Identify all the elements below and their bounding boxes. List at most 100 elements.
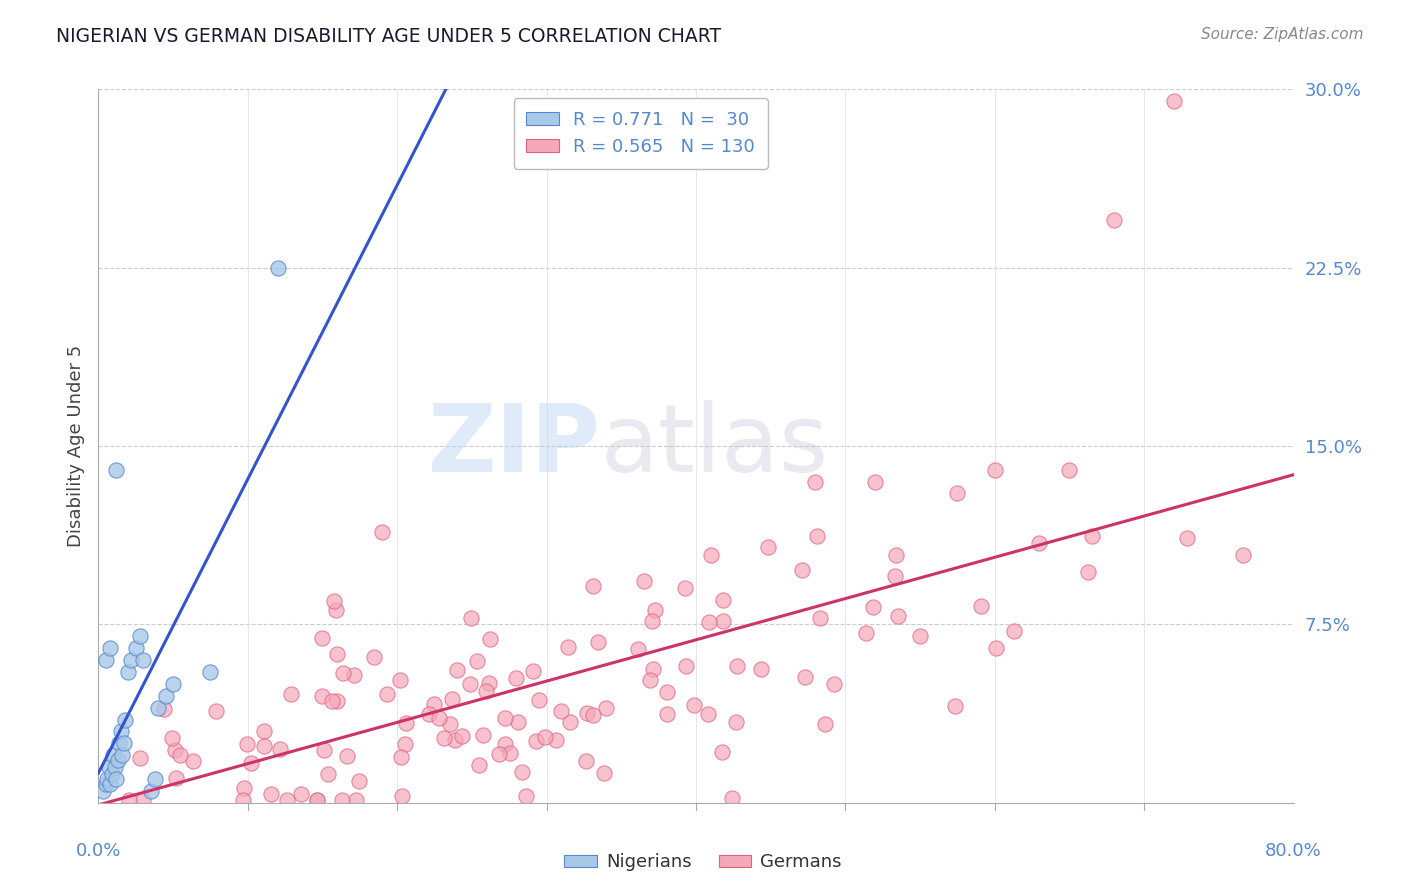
- Point: [749, 662, 772, 676]
- Point: [153, 702, 176, 716]
- Point: [240, 756, 263, 771]
- Point: [165, 771, 187, 785]
- Point: [446, 663, 468, 677]
- Point: [582, 579, 605, 593]
- Point: [108, 736, 131, 750]
- Point: [627, 641, 650, 656]
- Point: [1028, 536, 1050, 550]
- Text: NIGERIAN VS GERMAN DISABILITY AGE UNDER 5 CORRELATION CHART: NIGERIAN VS GERMAN DISABILITY AGE UNDER …: [56, 27, 721, 45]
- Point: [139, 784, 162, 798]
- Point: [1002, 624, 1025, 638]
- Point: [1080, 529, 1102, 543]
- Point: [325, 603, 347, 617]
- Point: [633, 574, 655, 589]
- Text: 0.0%: 0.0%: [76, 842, 121, 860]
- Point: [862, 599, 884, 614]
- Point: [1232, 548, 1254, 562]
- Point: [1059, 463, 1081, 477]
- Point: [114, 713, 136, 727]
- Point: [886, 608, 908, 623]
- Legend: R = 0.771   N =  30, R = 0.565   N = 130: R = 0.771 N = 30, R = 0.565 N = 130: [513, 98, 768, 169]
- Point: [855, 626, 877, 640]
- Point: [986, 640, 1008, 655]
- Point: [129, 629, 152, 643]
- Point: [713, 614, 735, 628]
- Point: [460, 610, 482, 624]
- Point: [94, 777, 117, 791]
- Point: [499, 747, 522, 761]
- Point: [506, 714, 529, 729]
- Point: [132, 653, 155, 667]
- Point: [312, 743, 335, 757]
- Point: [451, 730, 474, 744]
- Point: [1175, 531, 1198, 545]
- Legend: Nigerians, Germans: Nigerians, Germans: [557, 847, 849, 879]
- Point: [808, 610, 831, 624]
- Point: [494, 711, 516, 725]
- Point: [96, 772, 118, 786]
- Point: [132, 793, 155, 807]
- Point: [236, 737, 259, 751]
- Point: [533, 730, 555, 744]
- Point: [711, 745, 734, 759]
- Point: [253, 739, 276, 753]
- Point: [418, 707, 440, 722]
- Text: ZIP: ZIP: [427, 400, 600, 492]
- Text: atlas: atlas: [600, 400, 828, 492]
- Point: [884, 548, 907, 562]
- Point: [512, 764, 534, 779]
- Point: [644, 603, 666, 617]
- Y-axis label: Disability Age Under 5: Disability Age Under 5: [66, 345, 84, 547]
- Point: [721, 791, 744, 805]
- Point: [103, 748, 125, 763]
- Point: [330, 793, 353, 807]
- Point: [101, 767, 124, 781]
- Point: [458, 677, 481, 691]
- Point: [347, 774, 370, 789]
- Point: [105, 772, 128, 786]
- Point: [336, 748, 359, 763]
- Point: [524, 734, 547, 748]
- Point: [865, 475, 887, 489]
- Point: [984, 463, 1007, 477]
- Point: [582, 708, 605, 723]
- Point: [232, 780, 254, 795]
- Point: [823, 677, 845, 691]
- Point: [756, 540, 779, 554]
- Point: [389, 673, 412, 687]
- Point: [544, 733, 567, 747]
- Point: [305, 793, 328, 807]
- Point: [391, 789, 413, 803]
- Point: [307, 793, 329, 807]
- Point: [550, 704, 572, 718]
- Point: [120, 653, 142, 667]
- Point: [110, 724, 132, 739]
- Point: [494, 737, 516, 751]
- Point: [443, 733, 465, 747]
- Point: [155, 689, 177, 703]
- Point: [160, 731, 183, 746]
- Point: [441, 692, 464, 706]
- Point: [259, 787, 281, 801]
- Point: [118, 793, 141, 807]
- Point: [433, 731, 456, 745]
- Point: [439, 716, 461, 731]
- Point: [107, 753, 129, 767]
- Point: [111, 748, 134, 763]
- Point: [640, 673, 662, 688]
- Point: [269, 741, 291, 756]
- Point: [267, 260, 290, 275]
- Point: [162, 677, 184, 691]
- Point: [104, 760, 127, 774]
- Point: [696, 707, 718, 722]
- Point: [91, 784, 114, 798]
- Point: [97, 760, 120, 774]
- Point: [505, 671, 527, 685]
- Point: [321, 694, 343, 708]
- Point: [675, 659, 697, 673]
- Point: [181, 754, 204, 768]
- Point: [641, 614, 664, 628]
- Point: [427, 711, 450, 725]
- Point: [643, 662, 665, 676]
- Point: [1104, 213, 1126, 227]
